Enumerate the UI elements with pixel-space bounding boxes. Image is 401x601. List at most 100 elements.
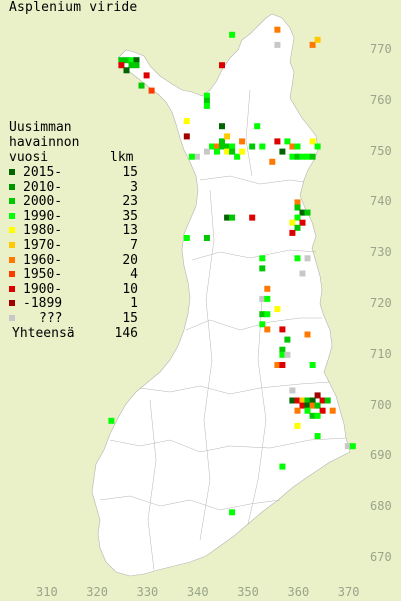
observation-point bbox=[229, 143, 236, 150]
observation-point bbox=[219, 138, 225, 145]
observation-point bbox=[259, 255, 266, 262]
x-grid-label: 360 bbox=[287, 585, 310, 599]
observation-point bbox=[309, 402, 316, 409]
observation-point bbox=[274, 362, 281, 368]
observation-point bbox=[304, 402, 311, 409]
observation-point bbox=[203, 235, 210, 241]
observation-point bbox=[309, 412, 316, 419]
legend-label: 2010- bbox=[23, 179, 63, 195]
observation-point bbox=[239, 138, 246, 145]
observation-point bbox=[214, 148, 220, 155]
observation-point bbox=[299, 402, 306, 409]
observation-point bbox=[309, 153, 316, 160]
legend-count: 10 bbox=[122, 281, 138, 297]
region-borders bbox=[99, 89, 347, 571]
legend-swatch bbox=[9, 212, 15, 219]
observation-point bbox=[274, 306, 281, 313]
land-mass bbox=[91, 13, 351, 577]
observation-point bbox=[259, 143, 266, 150]
observation-point bbox=[314, 392, 321, 399]
observation-point bbox=[203, 148, 210, 155]
observation-point bbox=[284, 336, 291, 343]
observation-point bbox=[108, 417, 115, 424]
observation-point bbox=[299, 153, 306, 160]
observation-point bbox=[294, 143, 301, 150]
observation-point bbox=[294, 407, 301, 414]
observation-point bbox=[118, 62, 125, 69]
legend-swatch bbox=[9, 241, 15, 248]
y-grid-label: 770 bbox=[370, 42, 392, 56]
observation-point bbox=[133, 57, 140, 64]
observation-point bbox=[259, 311, 266, 318]
observation-point bbox=[209, 143, 215, 150]
legend-count: 23 bbox=[122, 194, 138, 210]
legend-row: 1970- 7 bbox=[9, 238, 138, 253]
legend-label: 1990- bbox=[23, 208, 63, 224]
observation-point bbox=[319, 397, 326, 404]
observation-point bbox=[289, 153, 296, 160]
legend-row: 1990- 35 bbox=[9, 208, 138, 224]
observation-point bbox=[128, 57, 135, 64]
observation-point bbox=[294, 422, 301, 429]
observation-point bbox=[249, 143, 256, 150]
observation-point bbox=[239, 148, 246, 155]
observation-point bbox=[259, 265, 266, 272]
observation-point bbox=[183, 118, 190, 125]
observation-point bbox=[289, 229, 296, 236]
observation-point bbox=[304, 331, 311, 338]
x-grid-label: 310 bbox=[36, 585, 58, 599]
observation-point bbox=[294, 397, 301, 404]
legend-rows: 2015- 15 2010- 3 2000- 23 1990- 35 1980- 13 1970- 7… bbox=[9, 165, 138, 326]
observation-point bbox=[269, 158, 276, 165]
observation-point bbox=[224, 133, 231, 140]
legend: Uusimman havainnon vuosi lkm 2015- 15 2010… bbox=[9, 120, 138, 341]
legend-count-header: lkm bbox=[110, 150, 134, 165]
observation-point bbox=[314, 412, 321, 419]
legend-swatch bbox=[9, 169, 15, 175]
observation-point bbox=[118, 57, 125, 64]
legend-label: -1899 bbox=[23, 296, 63, 312]
observation-point bbox=[229, 31, 236, 38]
observation-point bbox=[123, 67, 130, 74]
observation-point bbox=[219, 62, 225, 69]
observation-point bbox=[274, 138, 281, 145]
observation-point bbox=[279, 346, 286, 353]
legend-header-line-3: vuosi lkm bbox=[9, 150, 133, 165]
observation-point bbox=[304, 255, 311, 262]
observation-point bbox=[309, 362, 316, 368]
legend-row: 2000- 23 bbox=[9, 194, 138, 209]
observation-point bbox=[299, 270, 306, 277]
legend-count: 3 bbox=[130, 179, 138, 195]
legend-swatch bbox=[9, 256, 15, 263]
observation-point bbox=[344, 443, 351, 450]
observation-point bbox=[289, 397, 296, 404]
observation-point bbox=[279, 148, 286, 155]
observation-point bbox=[304, 397, 311, 404]
legend-count: 1 bbox=[130, 296, 138, 312]
observation-point bbox=[224, 214, 231, 221]
observation-point bbox=[229, 509, 236, 516]
legend-header-line-1: Uusimman bbox=[9, 120, 72, 135]
observation-point bbox=[219, 143, 225, 150]
legend-count: 35 bbox=[122, 208, 138, 224]
legend-label: 2015- bbox=[23, 165, 63, 180]
observation-point bbox=[224, 143, 231, 150]
observation-point bbox=[148, 87, 155, 94]
legend-header-line-2: havainnon bbox=[9, 135, 80, 150]
observation-point bbox=[264, 311, 271, 318]
legend-label: 1960- bbox=[23, 252, 63, 268]
observation-point bbox=[319, 407, 326, 414]
observation-point bbox=[314, 402, 321, 409]
observation-point bbox=[128, 62, 135, 69]
legend-count: 15 bbox=[122, 165, 138, 180]
y-grid-label: 720 bbox=[370, 296, 392, 310]
y-grid-label: 690 bbox=[370, 448, 392, 463]
observation-point bbox=[304, 209, 311, 216]
legend-swatch bbox=[9, 227, 15, 234]
observation-point bbox=[229, 148, 236, 155]
legend-year-header: vuosi bbox=[9, 150, 49, 165]
observation-point bbox=[133, 62, 140, 69]
observation-point bbox=[219, 123, 225, 130]
